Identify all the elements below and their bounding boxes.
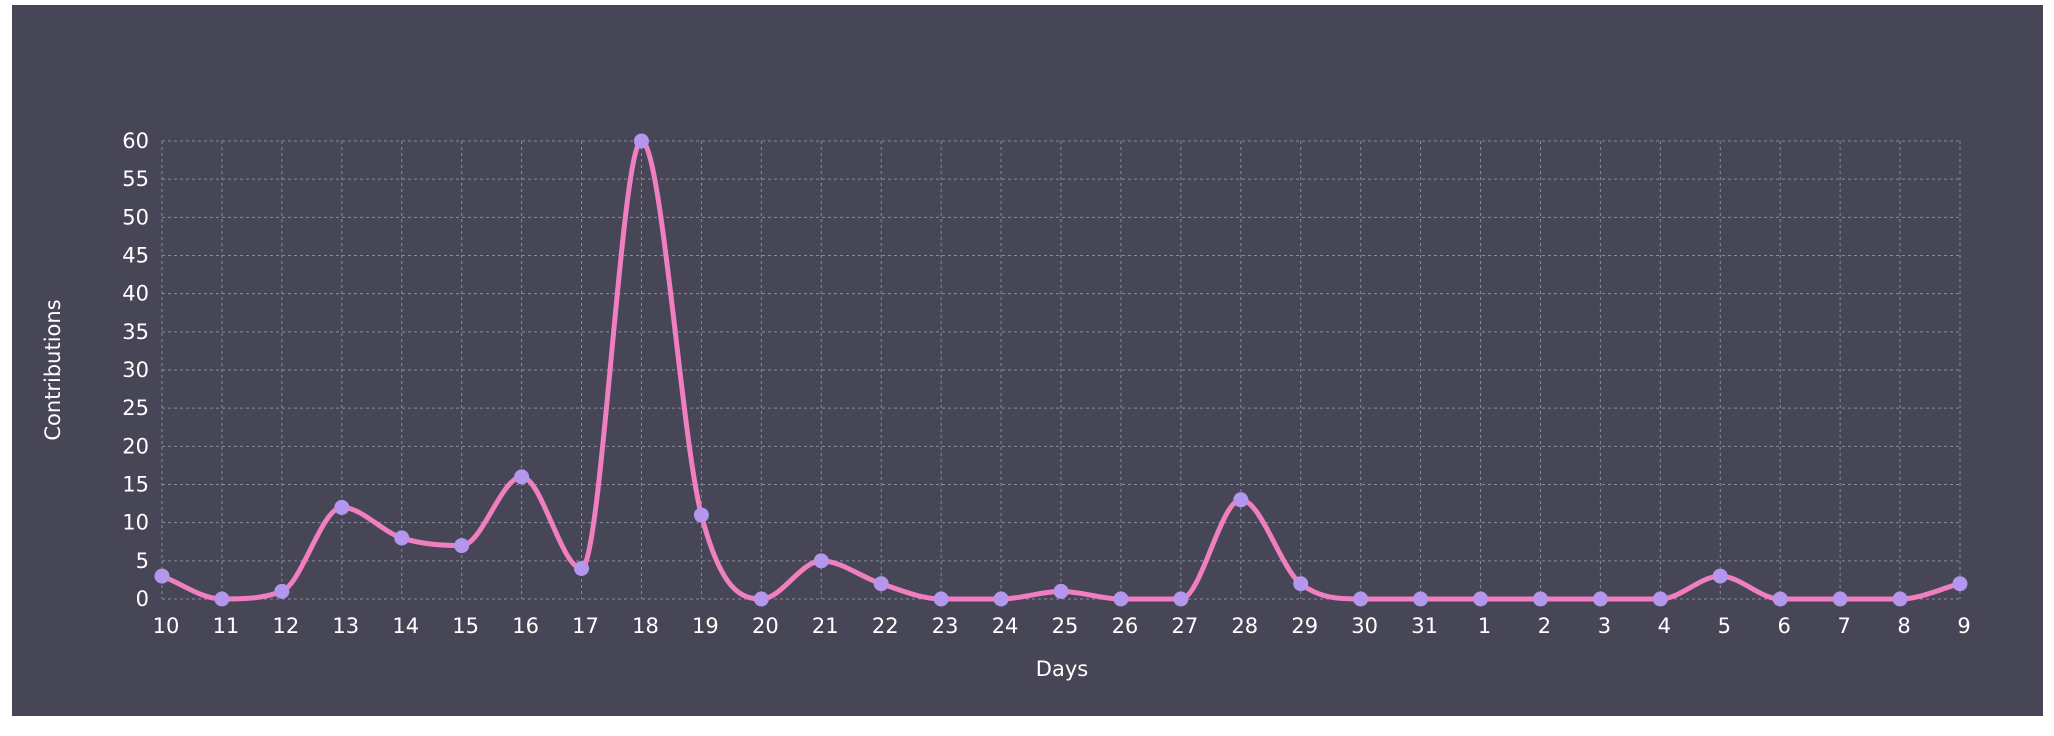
x-tick-label: 13 (332, 614, 359, 638)
data-point (1473, 591, 1489, 607)
x-tick-label: 29 (1291, 614, 1318, 638)
x-tick-label: 1 (1478, 614, 1491, 638)
data-point (1113, 591, 1129, 607)
data-point (1053, 583, 1069, 599)
y-axis-ticks: 0 5 10 15 20 25 30 35 40 45 50 55 60 (122, 129, 149, 611)
x-tick-label: 3 (1598, 614, 1611, 638)
x-tick-label: 26 (1112, 614, 1139, 638)
data-point (1353, 591, 1369, 607)
x-tick-label: 25 (1052, 614, 1079, 638)
data-point (1832, 591, 1848, 607)
y-tick-label: 15 (122, 473, 149, 497)
data-point (1173, 591, 1189, 607)
x-tick-label: 9 (1957, 614, 1970, 638)
x-tick-label: 12 (272, 614, 299, 638)
y-tick-label: 40 (122, 282, 149, 306)
y-tick-label: 30 (122, 358, 149, 382)
data-point (813, 553, 829, 569)
x-tick-label: 7 (1837, 614, 1850, 638)
data-point (574, 560, 590, 576)
y-tick-label: 35 (122, 320, 149, 344)
x-tick-label: 15 (452, 614, 479, 638)
x-tick-label: 14 (392, 614, 419, 638)
data-point (1532, 591, 1548, 607)
x-tick-label: 4 (1658, 614, 1671, 638)
x-tick-label: 11 (213, 614, 240, 638)
data-point (214, 591, 230, 607)
data-point (1892, 591, 1908, 607)
x-tick-label: 19 (692, 614, 719, 638)
data-point (394, 530, 410, 546)
y-tick-label: 20 (122, 434, 149, 458)
x-tick-label: 27 (1171, 614, 1198, 638)
x-tick-label: 17 (572, 614, 599, 638)
data-point (933, 591, 949, 607)
data-point (1233, 492, 1249, 508)
y-tick-label: 60 (122, 129, 149, 153)
y-axis-title: Contributions (41, 299, 65, 440)
data-point (753, 591, 769, 607)
y-tick-label: 10 (122, 511, 149, 535)
x-tick-label: 16 (512, 614, 539, 638)
x-tick-label: 22 (872, 614, 899, 638)
x-tick-label: 21 (812, 614, 839, 638)
x-axis-title: Days (1036, 657, 1088, 681)
x-tick-label: 20 (752, 614, 779, 638)
data-points (154, 133, 1968, 607)
y-tick-label: 45 (122, 244, 149, 268)
series-line (159, 138, 1963, 602)
data-point (1413, 591, 1429, 607)
x-tick-label: 31 (1411, 614, 1438, 638)
x-axis-ticks: 10 11 12 13 14 15 16 17 18 19 20 21 22 23 24 25 26 27 28 29… (153, 614, 1971, 638)
data-point (1772, 591, 1788, 607)
x-tick-label: 23 (932, 614, 959, 638)
x-tick-label: 6 (1778, 614, 1791, 638)
x-tick-label: 10 (153, 614, 180, 638)
x-tick-label: 24 (992, 614, 1019, 638)
data-point (633, 133, 649, 149)
data-point (693, 507, 709, 523)
data-point (993, 591, 1009, 607)
grid (161, 140, 1961, 600)
x-tick-label: 30 (1351, 614, 1378, 638)
data-point (1293, 576, 1309, 592)
y-tick-label: 5 (136, 549, 149, 573)
y-tick-label: 55 (122, 167, 149, 191)
y-tick-label: 25 (122, 396, 149, 420)
data-point (514, 469, 530, 485)
x-tick-label: 18 (632, 614, 659, 638)
data-point (1652, 591, 1668, 607)
data-point (1592, 591, 1608, 607)
x-tick-label: 28 (1231, 614, 1258, 638)
data-point (873, 576, 889, 592)
data-point (454, 538, 470, 554)
x-tick-label: 8 (1897, 614, 1910, 638)
data-point (1952, 576, 1968, 592)
y-tick-label: 0 (136, 587, 149, 611)
x-tick-label: 5 (1718, 614, 1731, 638)
data-point (154, 568, 170, 584)
data-point (1712, 568, 1728, 584)
y-tick-label: 50 (122, 205, 149, 229)
data-point (274, 583, 290, 599)
data-point (334, 499, 350, 515)
x-tick-label: 2 (1538, 614, 1551, 638)
